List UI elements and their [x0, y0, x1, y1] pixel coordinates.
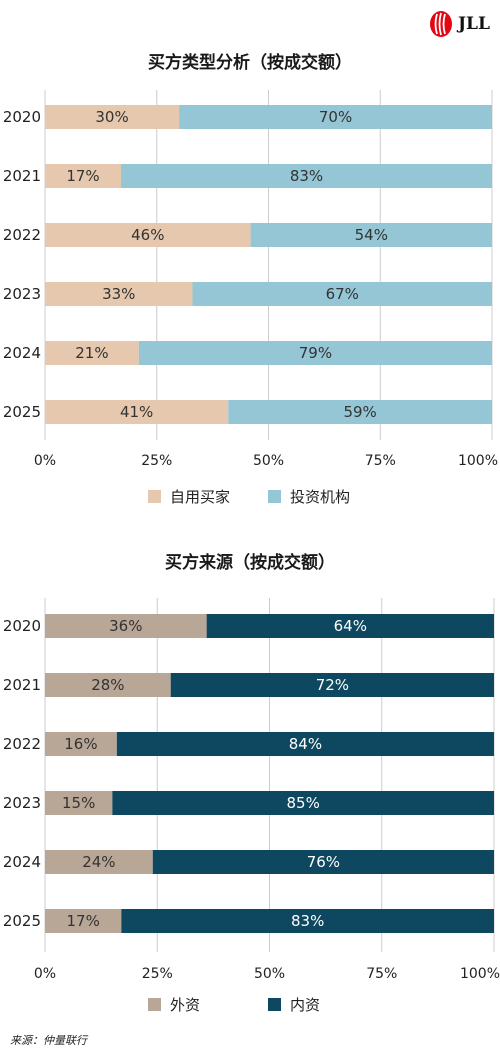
year-label: 2025 — [3, 403, 41, 421]
year-label: 2022 — [3, 735, 41, 753]
x-tick-label: 50% — [253, 453, 284, 469]
bar-segment — [228, 400, 492, 424]
bar-segment — [45, 909, 122, 933]
x-tick-label: 100% — [460, 966, 500, 982]
year-label: 2024 — [3, 853, 41, 871]
data-label: 33% — [102, 285, 135, 303]
bar-segment — [170, 673, 494, 697]
data-label: 85% — [287, 794, 320, 812]
data-label: 84% — [289, 735, 322, 753]
buyer-source-chart-svg: 买方来源（按成交额） 2020 36% 64% 2021 28% 72% 2022 16% 84%… — [3, 552, 500, 1014]
x-tick-label: 100% — [458, 453, 498, 469]
bar-segment — [45, 732, 117, 756]
year-label: 2020 — [3, 108, 41, 126]
legend-label: 内资 — [290, 996, 320, 1014]
year-label: 2020 — [3, 617, 41, 635]
bar-segment — [116, 732, 494, 756]
bar-segment — [192, 282, 492, 306]
data-label: 67% — [326, 285, 359, 303]
x-tick-label: 25% — [142, 966, 173, 982]
data-label: 46% — [131, 226, 164, 244]
bar-segment — [45, 850, 153, 874]
bar-segment — [206, 614, 494, 638]
year-label: 2023 — [3, 794, 41, 812]
bar-segment — [45, 164, 121, 188]
x-tick-label: 75% — [365, 453, 396, 469]
bar-segment — [45, 791, 113, 815]
x-tick-label: 0% — [34, 966, 56, 982]
bar-segment — [45, 400, 229, 424]
jll-logo: JLL — [428, 8, 490, 40]
buyer-type-chart-svg: 买方类型分析（按成交额） 2020 30% 70% 2021 17% 83% 2022 46% 5… — [3, 52, 498, 506]
x-tick-label: 0% — [34, 453, 56, 469]
data-label: 70% — [319, 108, 352, 126]
data-label: 64% — [334, 617, 367, 635]
buyer-type-chart: 买方类型分析（按成交额） 2020 30% 70% 2021 17% 83% 2022 46% 5… — [0, 40, 500, 520]
x-tick-label: 25% — [141, 453, 172, 469]
data-label: 17% — [66, 167, 99, 185]
legend-label: 自用买家 — [170, 488, 230, 506]
year-label: 2021 — [3, 167, 41, 185]
data-label: 21% — [75, 344, 108, 362]
data-label: 15% — [62, 794, 95, 812]
year-label: 2021 — [3, 676, 41, 694]
x-tick-label: 50% — [254, 966, 285, 982]
data-label: 83% — [291, 912, 324, 930]
data-label: 24% — [82, 853, 115, 871]
x-tick-label: 75% — [366, 966, 397, 982]
legend-swatch — [268, 998, 281, 1011]
year-label: 2024 — [3, 344, 41, 362]
jll-flame-icon — [430, 11, 452, 37]
year-label: 2022 — [3, 226, 41, 244]
bar-segment — [45, 614, 207, 638]
bar-segment — [152, 850, 494, 874]
data-label: 79% — [299, 344, 332, 362]
bar-segment — [138, 341, 492, 365]
jll-wordmark: JLL — [458, 14, 490, 34]
legend-label: 外资 — [170, 996, 200, 1014]
data-label: 28% — [91, 676, 124, 694]
legend-swatch — [148, 490, 161, 503]
data-label: 41% — [120, 403, 153, 421]
source-note: 来源：仲量联行 — [10, 1034, 87, 1047]
year-label: 2025 — [3, 912, 41, 930]
data-label: 76% — [307, 853, 340, 871]
bar-segment — [250, 223, 492, 247]
legend-swatch — [148, 998, 161, 1011]
legend-swatch — [268, 490, 281, 503]
legend-label: 投资机构 — [290, 488, 350, 506]
bar-segment — [179, 105, 492, 129]
bar-segment — [45, 282, 193, 306]
bar-segment — [45, 673, 171, 697]
chart-title: 买方来源（按成交额） — [165, 552, 335, 573]
data-label: 72% — [316, 676, 349, 694]
data-label: 54% — [355, 226, 388, 244]
bar-segment — [45, 341, 139, 365]
year-label: 2023 — [3, 285, 41, 303]
bar-segment — [112, 791, 494, 815]
data-label: 59% — [343, 403, 376, 421]
data-label: 30% — [95, 108, 128, 126]
bar-segment — [120, 164, 493, 188]
bar-segment — [45, 223, 251, 247]
chart-title: 买方类型分析（按成交额） — [148, 52, 352, 73]
data-label: 17% — [66, 912, 99, 930]
data-label: 16% — [64, 735, 97, 753]
data-label: 83% — [290, 167, 323, 185]
bar-segment — [45, 105, 180, 129]
bar-segment — [121, 909, 494, 933]
data-label: 36% — [109, 617, 142, 635]
buyer-source-chart: 买方来源（按成交额） 2020 36% 64% 2021 28% 72% 2022 16% 84%… — [0, 548, 500, 1028]
